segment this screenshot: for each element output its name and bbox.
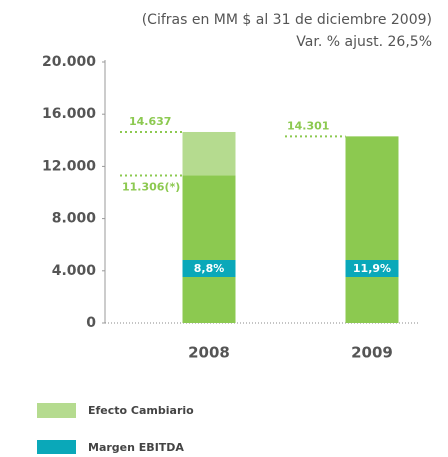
bar (182, 175, 236, 323)
y-tick-label: 12.000 (42, 158, 96, 174)
y-tick-label: 4.000 (52, 263, 97, 279)
bar (182, 131, 236, 176)
y-tick-label: 0 (86, 315, 96, 331)
legend-swatch (37, 403, 76, 418)
data-label: 11.306(*) (122, 180, 180, 193)
y-tick-label: 20.000 (42, 54, 96, 70)
annotation: 14.637 (129, 115, 171, 128)
legend-label: Margen EBITDA (88, 441, 184, 454)
badge (182, 260, 236, 277)
subtitle: (Cifras en MM $ al 31 de diciembre 2009) (142, 12, 432, 28)
legend-swatch (37, 440, 76, 454)
badge-label: 11,9% (353, 262, 391, 275)
y-tick-label: 8.000 (52, 211, 97, 227)
badge (345, 260, 399, 277)
legend-label: Efecto Cambiario (88, 404, 194, 417)
x-tick-label: 2008 (188, 344, 230, 362)
data-label: 14.301 (287, 119, 329, 132)
subtitle: Var. % ajust. 26,5% (296, 34, 432, 50)
bar (345, 136, 399, 323)
y-tick-label: 16.000 (42, 106, 96, 122)
badge-label: 8,8% (194, 262, 225, 275)
x-tick-label: 2009 (351, 344, 393, 362)
